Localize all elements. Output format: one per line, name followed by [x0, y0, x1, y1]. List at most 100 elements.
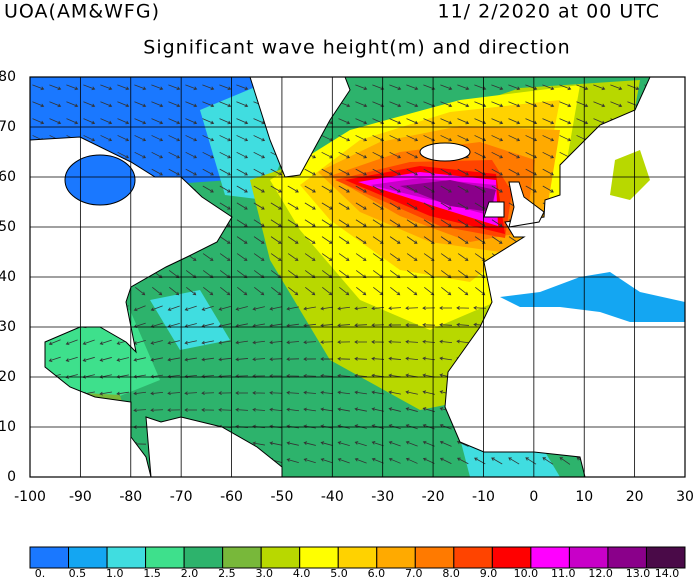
arrow [236, 270, 248, 279]
arrow [491, 168, 503, 176]
arrow [355, 236, 367, 244]
arrow [388, 407, 401, 412]
arrow [542, 135, 555, 142]
arrow [133, 408, 147, 413]
arrow [218, 407, 232, 412]
arrow [508, 101, 521, 108]
arrow [218, 306, 231, 311]
arrow [439, 457, 452, 465]
arrow [321, 270, 333, 279]
arrow [236, 185, 248, 193]
arrow [116, 357, 129, 362]
colorbar-swatch [491, 546, 532, 569]
arrow [303, 306, 316, 311]
arrow [406, 253, 418, 261]
arrow [185, 151, 198, 159]
arrow [219, 118, 232, 125]
arrow [219, 253, 231, 261]
arrow [253, 253, 265, 261]
arrow [389, 84, 402, 91]
arrow [406, 185, 418, 193]
arrow [388, 323, 402, 327]
arrow [388, 373, 401, 378]
x-tick-label: -50 [270, 489, 293, 505]
arrow [219, 151, 232, 159]
arrow [185, 168, 197, 176]
arrow [150, 357, 163, 362]
arrow [388, 440, 401, 447]
arrow [32, 84, 45, 91]
colorbar-swatch [222, 546, 262, 569]
arrow [134, 101, 147, 108]
arrow [303, 407, 316, 412]
arrow [185, 135, 198, 142]
arrow [100, 118, 113, 125]
arrow [303, 357, 317, 361]
arrow [253, 270, 265, 279]
arrow [525, 151, 538, 159]
arrow [32, 101, 45, 108]
arrow [219, 185, 231, 193]
x-tick-label: 0 [529, 489, 538, 505]
arrow [508, 135, 521, 142]
arrow [219, 84, 232, 91]
arrow [457, 202, 469, 210]
arrow [254, 286, 265, 296]
arrow [236, 151, 249, 159]
y-tick-label: 50 [0, 219, 16, 235]
arrow [152, 286, 163, 296]
arrow [389, 118, 402, 125]
arrow [627, 84, 640, 91]
south-america [145, 416, 283, 477]
arrow [337, 458, 350, 464]
arrow [371, 457, 384, 464]
arrow [167, 305, 180, 311]
arrow [406, 219, 418, 227]
arrow [440, 101, 453, 108]
arrow [100, 101, 113, 108]
colorbar-swatch [414, 546, 455, 569]
arrow [320, 441, 333, 446]
arrow [456, 457, 469, 465]
arrow [457, 101, 470, 108]
wave-region [150, 290, 230, 350]
arrow [150, 305, 163, 312]
colorbar-swatch [607, 546, 647, 569]
arrow [559, 135, 572, 142]
arrow [473, 305, 487, 310]
arrow [422, 457, 435, 464]
arrow [286, 441, 299, 446]
arrow [491, 185, 503, 193]
arrow [491, 151, 504, 159]
arrow [390, 286, 401, 296]
arrow [407, 286, 418, 296]
arrow [287, 236, 299, 244]
arrow [458, 286, 469, 296]
arrow [321, 253, 333, 261]
iceland [419, 142, 471, 162]
arrow [220, 286, 231, 296]
arrow [491, 101, 504, 108]
arrow [168, 270, 180, 279]
arrow [236, 253, 248, 261]
arrow [286, 306, 299, 311]
arrow [542, 84, 555, 91]
arrow [457, 168, 469, 176]
arrow [83, 84, 96, 91]
arrow [303, 390, 317, 395]
colorbar-label: 8.0 [442, 567, 460, 577]
arrow [202, 151, 215, 159]
arrow [150, 391, 164, 396]
arrow [270, 185, 282, 193]
arrow [405, 457, 418, 464]
arrow [371, 390, 384, 395]
x-tick-label: -40 [321, 489, 344, 505]
arrow [457, 84, 470, 91]
arrow [389, 101, 402, 108]
arrow [236, 219, 248, 227]
arrow [219, 135, 232, 142]
arrow [525, 118, 538, 125]
arrow [456, 339, 470, 344]
arrow [288, 286, 299, 296]
arrow [270, 219, 282, 227]
